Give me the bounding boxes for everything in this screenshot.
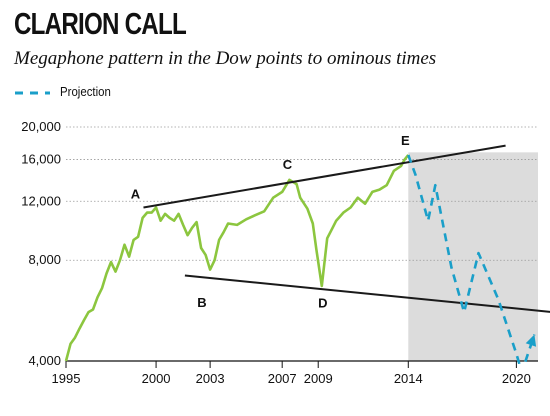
- x-tick-label: 2007: [268, 371, 297, 386]
- trendline-upper: [143, 144, 506, 209]
- y-tick-label: 20,000: [21, 119, 61, 134]
- point-label-c: C: [283, 157, 293, 172]
- x-tick-label: 2014: [394, 371, 423, 386]
- y-tick-label: 12,000: [21, 193, 61, 208]
- projection-zone: [408, 152, 538, 361]
- legend-label-projection: Projection: [60, 84, 111, 99]
- x-tick-label: 2020: [502, 371, 531, 386]
- x-tick-label: 2009: [304, 371, 333, 386]
- y-tick-label: 8,000: [28, 252, 61, 267]
- trendline-lower: [184, 274, 550, 313]
- projection-series-line: [407, 154, 536, 364]
- x-tick-label: 2000: [142, 371, 171, 386]
- point-label-b: B: [197, 295, 206, 310]
- point-label-a: A: [131, 186, 141, 201]
- x-tick-label: 1995: [52, 371, 81, 386]
- chart-title: CLARION CALL: [14, 6, 187, 41]
- y-tick-label: 4,000: [28, 353, 61, 368]
- chart-subtitle: Megaphone pattern in the Dow points to o…: [14, 48, 437, 69]
- dow-series-line: [64, 154, 410, 362]
- point-label-e: E: [401, 133, 410, 148]
- legend-swatch-projection: [15, 91, 50, 95]
- y-tick-label: 16,000: [21, 151, 61, 166]
- x-tick-label: 2003: [196, 371, 225, 386]
- point-label-d: D: [318, 295, 327, 310]
- projection-arrowhead: [525, 334, 537, 347]
